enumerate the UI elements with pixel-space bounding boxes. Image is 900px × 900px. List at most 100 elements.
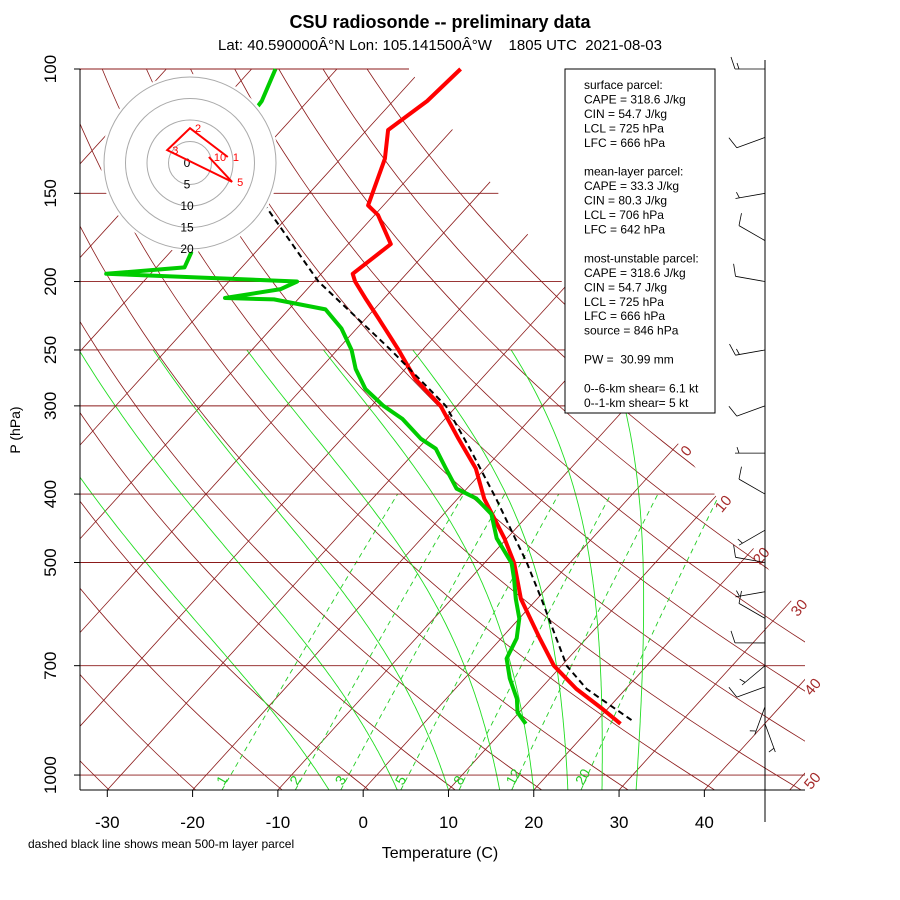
chart-subtitle: Lat: 40.590000Â°N Lon: 105.141500Â°W 180… xyxy=(218,37,662,54)
info-line: LCL = 706 hPa xyxy=(584,208,664,222)
info-line: CAPE = 318.6 J/kg xyxy=(584,266,686,280)
footnote: dashed black line shows mean 500-m layer… xyxy=(28,837,294,851)
wind-barb xyxy=(728,405,766,417)
mixing-ratio-line xyxy=(458,493,612,790)
hodograph-ring-label: 20 xyxy=(180,242,194,256)
moist-adiabat xyxy=(607,349,645,790)
mixing-ratio-label: 12 xyxy=(502,766,524,788)
info-line: CAPE = 33.3 J/kg xyxy=(584,179,679,193)
dry-adiabat xyxy=(80,69,629,790)
moist-adiabat xyxy=(80,349,398,790)
mixing-ratio-line xyxy=(221,493,398,790)
info-line: CIN = 54.7 J/kg xyxy=(584,107,667,121)
wind-barb xyxy=(738,466,766,495)
wind-barb xyxy=(737,529,766,546)
isotherm-label: 30 xyxy=(788,596,812,620)
x-tick-label: -30 xyxy=(95,813,120,832)
info-line: surface parcel: xyxy=(584,78,663,92)
hodograph-ring-label: 10 xyxy=(180,199,194,213)
moist-adiabat xyxy=(80,349,330,790)
dry-adiabat xyxy=(80,69,369,790)
dry-adiabat xyxy=(809,69,900,790)
info-line: LFC = 666 hPa xyxy=(584,136,665,150)
hodograph-ring xyxy=(103,76,277,250)
x-tick-label: 10 xyxy=(439,813,458,832)
hodograph-ring-label: 15 xyxy=(180,221,194,235)
hodograph-label: 3 xyxy=(172,145,178,157)
hodograph-line xyxy=(165,126,233,183)
isotherm xyxy=(277,69,805,790)
hodograph-background xyxy=(101,74,279,252)
moist-adiabat xyxy=(152,349,449,790)
info-line: 0--6-km shear= 6.1 kt xyxy=(584,381,699,395)
info-line: CIN = 80.3 J/kg xyxy=(584,194,667,208)
isotherm-label: 50 xyxy=(801,769,825,793)
x-tick-label: 0 xyxy=(358,813,367,832)
y-tick-label: 500 xyxy=(41,548,60,576)
isotherm xyxy=(618,69,805,790)
isotherm-label: 20 xyxy=(750,544,774,568)
wind-barb xyxy=(735,192,766,199)
info-line: LFC = 666 hPa xyxy=(584,309,665,323)
sounding-line xyxy=(187,74,633,721)
x-axis-label: Temperature (C) xyxy=(382,845,498,862)
info-line: 0--1-km shear= 5 kt xyxy=(584,396,689,410)
wind-barb xyxy=(733,544,766,563)
isotherm xyxy=(533,69,805,790)
hodograph-label: 5 xyxy=(237,177,243,189)
wind-barb xyxy=(730,630,766,644)
wind-barb xyxy=(734,446,766,454)
y-tick-label: 1000 xyxy=(41,756,60,794)
y-tick-label: 100 xyxy=(41,55,60,83)
hodograph-label: 10 xyxy=(214,152,226,164)
sounding-line xyxy=(104,68,528,725)
wind-barb xyxy=(730,56,765,70)
x-tick-label: 30 xyxy=(610,813,629,832)
hodograph-ring-label: 5 xyxy=(184,178,191,192)
dry-adiabat xyxy=(764,69,805,790)
isotherm-label: 0 xyxy=(677,442,695,459)
hodograph-ring xyxy=(125,98,255,228)
sounding-line xyxy=(350,67,622,726)
wind-barb xyxy=(764,723,776,753)
dry-adiabat xyxy=(190,69,805,790)
info-line: LCL = 725 hPa xyxy=(584,121,664,135)
info-line: PW = 30.99 mm xyxy=(584,353,674,367)
isotherm-label: 10 xyxy=(712,492,736,516)
x-tick-label: -10 xyxy=(266,813,291,832)
isotherm xyxy=(80,69,594,790)
dry-adiabat xyxy=(322,69,805,790)
info-line: LFC = 642 hPa xyxy=(584,223,665,237)
mixing-ratio-line xyxy=(400,493,560,790)
info-line: source = 846 hPa xyxy=(584,324,679,338)
info-line: CIN = 54.7 J/kg xyxy=(584,280,667,294)
isotherm xyxy=(192,69,805,790)
dry-adiabat xyxy=(278,69,805,790)
x-tick-label: 40 xyxy=(695,813,714,832)
dry-adiabat xyxy=(80,69,456,790)
mixing-ratio-label: 20 xyxy=(572,766,594,788)
wind-barb xyxy=(738,213,766,241)
y-tick-label: 200 xyxy=(41,267,60,295)
hodograph-ring xyxy=(168,141,212,185)
wind-barb xyxy=(749,706,766,735)
wind-barb xyxy=(729,343,766,356)
info-line: CAPE = 318.6 J/kg xyxy=(584,92,686,106)
wind-barb xyxy=(738,590,766,619)
isotherm xyxy=(704,69,805,790)
x-tick-label: -20 xyxy=(180,813,205,832)
isotherm-label: 40 xyxy=(801,675,825,699)
mixing-ratio-line xyxy=(580,493,721,790)
moist-adiabat xyxy=(412,349,569,790)
moist-adiabat xyxy=(323,349,535,790)
moist-adiabat xyxy=(246,349,501,790)
y-tick-label: 250 xyxy=(41,336,60,364)
chart-title: CSU radiosonde -- preliminary data xyxy=(289,12,591,32)
dry-adiabat xyxy=(234,69,805,790)
info-line: mean-layer parcel: xyxy=(584,165,683,179)
y-axis-label: P (hPa) xyxy=(7,406,23,453)
wind-barb xyxy=(735,590,766,598)
dry-adiabat xyxy=(80,69,283,790)
isotherm xyxy=(80,69,423,790)
